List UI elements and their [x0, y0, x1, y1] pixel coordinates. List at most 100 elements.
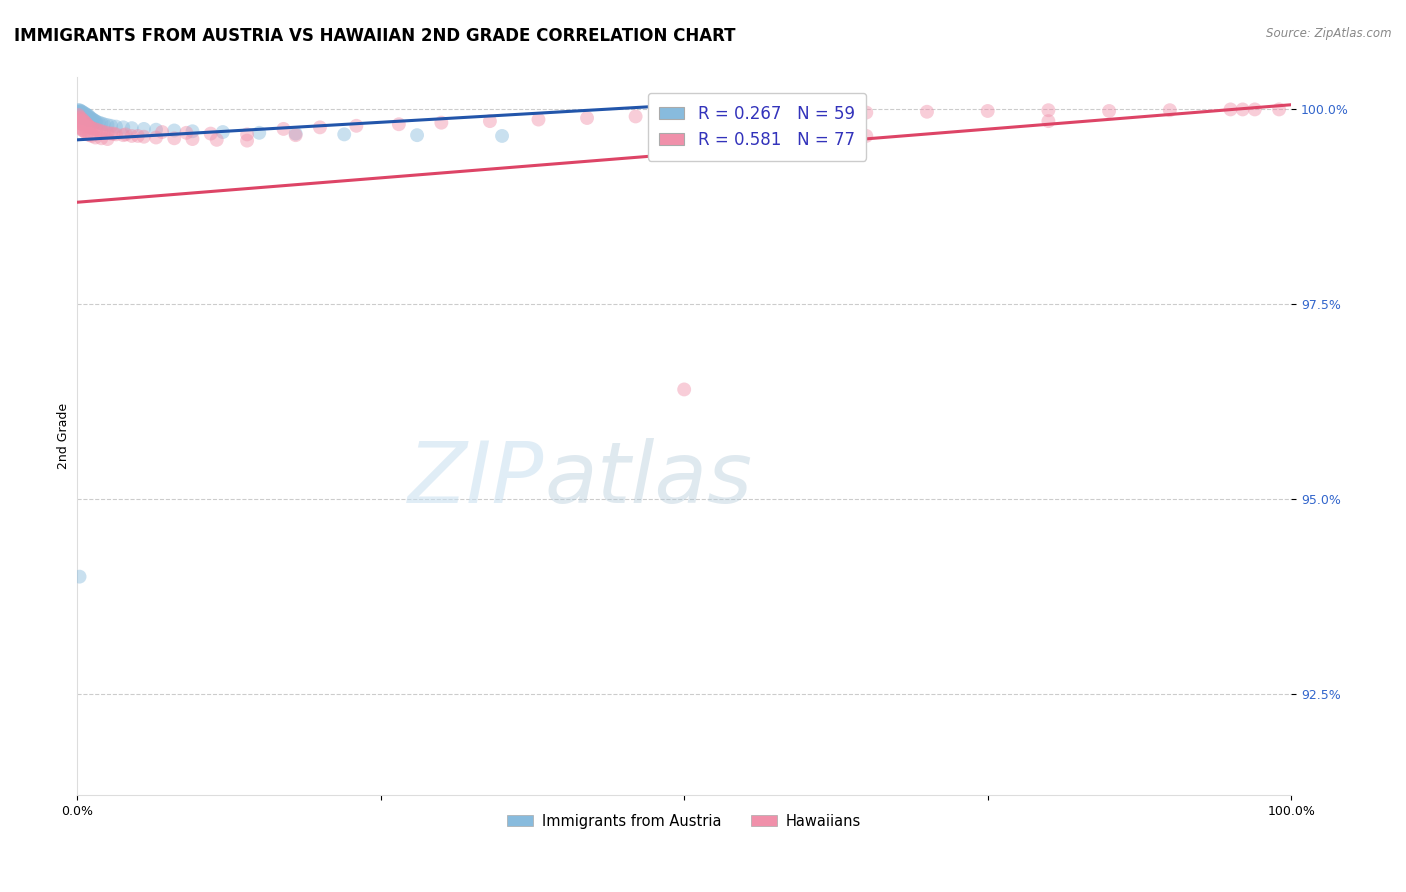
Point	[430, 116, 453, 130]
Point	[83, 122, 105, 136]
Point	[80, 121, 103, 136]
Point	[69, 569, 91, 583]
Point	[84, 114, 107, 128]
Point	[90, 131, 112, 145]
Point	[93, 117, 115, 131]
Point	[69, 103, 91, 118]
Point	[69, 110, 91, 124]
Point	[79, 120, 101, 135]
Point	[205, 133, 228, 147]
Point	[247, 126, 270, 140]
Point	[70, 122, 93, 136]
Point	[103, 127, 125, 141]
Point	[87, 116, 110, 130]
Point	[112, 128, 135, 143]
Point	[96, 118, 118, 132]
Legend: Immigrants from Austria, Hawaiians: Immigrants from Austria, Hawaiians	[502, 808, 868, 834]
Point	[236, 134, 259, 148]
Point	[67, 105, 90, 120]
Point	[82, 112, 104, 127]
Point	[145, 130, 167, 145]
Point	[72, 123, 94, 137]
Point	[72, 105, 94, 120]
Point	[121, 128, 143, 143]
Point	[69, 113, 91, 128]
Point	[77, 119, 100, 133]
Point	[75, 116, 97, 130]
Point	[1098, 103, 1121, 118]
Point	[132, 122, 155, 136]
Point	[104, 128, 127, 142]
Point	[69, 104, 91, 119]
Point	[77, 112, 100, 127]
Point	[79, 111, 101, 125]
Text: ZIP: ZIP	[408, 438, 544, 521]
Point	[104, 120, 127, 134]
Point	[67, 107, 90, 121]
Point	[67, 108, 90, 122]
Point	[75, 111, 97, 125]
Point	[86, 115, 108, 129]
Point	[69, 107, 91, 121]
Point	[73, 124, 96, 138]
Point	[84, 130, 107, 145]
Point	[976, 103, 998, 118]
Point	[1038, 103, 1060, 118]
Point	[76, 117, 98, 131]
Text: Source: ZipAtlas.com: Source: ZipAtlas.com	[1267, 27, 1392, 40]
Point	[77, 110, 100, 124]
Point	[478, 114, 501, 128]
Point	[70, 104, 93, 119]
Point	[1159, 103, 1181, 118]
Point	[673, 108, 696, 122]
Point	[176, 126, 198, 140]
Point	[73, 110, 96, 124]
Point	[181, 124, 204, 138]
Point	[734, 106, 756, 120]
Point	[181, 132, 204, 146]
Point	[344, 119, 367, 133]
Point	[72, 111, 94, 125]
Point	[211, 125, 233, 139]
Point	[491, 128, 513, 143]
Point	[855, 105, 877, 120]
Point	[70, 110, 93, 124]
Point	[100, 119, 122, 133]
Point	[163, 123, 186, 137]
Point	[67, 108, 90, 122]
Point	[77, 128, 100, 143]
Point	[80, 112, 103, 126]
Point	[145, 122, 167, 136]
Point	[67, 105, 90, 120]
Y-axis label: 2nd Grade: 2nd Grade	[58, 403, 70, 469]
Point	[236, 128, 259, 142]
Point	[67, 105, 90, 120]
Point	[1232, 103, 1254, 117]
Point	[69, 103, 91, 118]
Point	[76, 112, 98, 126]
Point	[75, 107, 97, 121]
Point	[284, 128, 307, 143]
Point	[66, 105, 89, 120]
Point	[77, 113, 100, 128]
Point	[90, 124, 112, 138]
Point	[527, 112, 550, 127]
Point	[855, 128, 877, 143]
Point	[96, 126, 118, 140]
Point	[72, 113, 94, 128]
Point	[624, 110, 647, 124]
Point	[114, 128, 136, 142]
Point	[69, 106, 91, 120]
Point	[69, 111, 91, 125]
Point	[86, 122, 108, 136]
Point	[73, 106, 96, 120]
Point	[1268, 103, 1291, 117]
Point	[163, 131, 186, 145]
Point	[273, 122, 295, 136]
Point	[73, 119, 96, 133]
Point	[73, 115, 96, 129]
Point	[77, 109, 100, 123]
Point	[70, 117, 93, 131]
Point	[915, 104, 938, 119]
Point	[673, 383, 696, 397]
